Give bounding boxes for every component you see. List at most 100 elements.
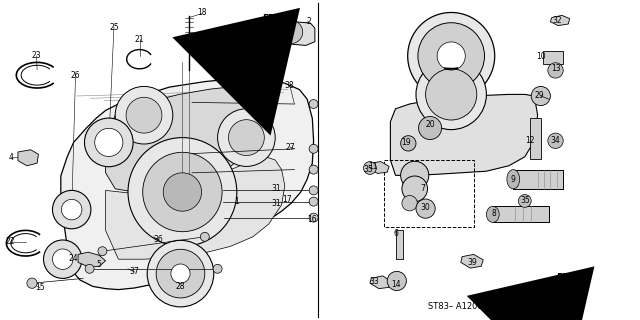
Text: 19: 19	[401, 138, 412, 147]
Text: 21: 21	[135, 35, 144, 44]
Circle shape	[387, 271, 406, 291]
Circle shape	[309, 197, 318, 206]
Text: 15: 15	[35, 284, 45, 292]
Text: 31: 31	[271, 184, 282, 193]
Circle shape	[85, 264, 94, 273]
Circle shape	[402, 176, 428, 202]
Text: 9: 9	[511, 175, 516, 184]
Polygon shape	[390, 94, 538, 175]
Text: 35: 35	[520, 196, 530, 205]
Circle shape	[426, 69, 477, 120]
Circle shape	[115, 86, 173, 144]
Circle shape	[98, 247, 107, 256]
Text: 20: 20	[425, 120, 435, 129]
Circle shape	[401, 161, 429, 189]
Circle shape	[213, 264, 222, 273]
Circle shape	[419, 116, 442, 140]
Text: 32: 32	[552, 16, 562, 25]
Polygon shape	[368, 162, 389, 173]
Circle shape	[27, 278, 37, 288]
Polygon shape	[61, 78, 314, 290]
Circle shape	[156, 249, 205, 298]
Circle shape	[95, 128, 123, 156]
Bar	[384, 160, 474, 227]
Text: 6: 6	[393, 229, 398, 238]
Circle shape	[228, 120, 264, 156]
Text: 26: 26	[70, 71, 81, 80]
Text: 30: 30	[420, 204, 431, 212]
Circle shape	[171, 264, 190, 283]
Circle shape	[364, 162, 376, 174]
Text: 13: 13	[550, 64, 561, 73]
Text: 5: 5	[97, 260, 102, 269]
Text: 10: 10	[536, 52, 546, 61]
Text: 25: 25	[109, 23, 119, 32]
Circle shape	[437, 42, 465, 70]
Circle shape	[401, 136, 416, 151]
Text: 27: 27	[285, 143, 295, 152]
Circle shape	[548, 63, 563, 78]
Circle shape	[418, 23, 484, 89]
Circle shape	[126, 97, 162, 133]
Bar	[543, 51, 563, 64]
Text: 39: 39	[467, 258, 477, 267]
Text: 38: 38	[284, 81, 294, 90]
Text: 11: 11	[369, 162, 378, 171]
Circle shape	[416, 59, 486, 130]
Text: 16: 16	[307, 215, 317, 224]
Polygon shape	[106, 86, 275, 192]
Circle shape	[200, 232, 209, 241]
Circle shape	[84, 118, 133, 167]
Circle shape	[128, 138, 237, 246]
Text: 28: 28	[176, 282, 185, 291]
Circle shape	[163, 173, 202, 211]
Ellipse shape	[486, 206, 499, 222]
Text: 8: 8	[492, 209, 497, 218]
Circle shape	[402, 196, 417, 211]
Bar	[396, 230, 403, 259]
Text: 36: 36	[154, 236, 164, 244]
Circle shape	[147, 240, 214, 307]
Bar	[513, 170, 563, 189]
Circle shape	[518, 195, 531, 207]
Text: 22: 22	[6, 237, 15, 246]
Text: FR.: FR.	[557, 273, 573, 282]
Text: ST83– A1200 B: ST83– A1200 B	[428, 302, 491, 311]
Text: FR.: FR.	[262, 14, 278, 23]
Polygon shape	[370, 276, 390, 289]
Text: 17: 17	[282, 195, 292, 204]
Circle shape	[531, 86, 550, 106]
Circle shape	[548, 133, 563, 148]
Text: 31: 31	[271, 199, 282, 208]
Circle shape	[309, 100, 318, 108]
Polygon shape	[18, 150, 38, 166]
Text: 37: 37	[129, 268, 140, 276]
Polygon shape	[106, 157, 285, 259]
Text: 35: 35	[363, 165, 373, 174]
Circle shape	[143, 152, 222, 232]
Polygon shape	[550, 15, 570, 26]
Text: 4: 4	[9, 153, 14, 162]
Polygon shape	[78, 252, 106, 267]
Text: 24: 24	[68, 254, 79, 263]
Circle shape	[52, 190, 91, 229]
Circle shape	[408, 12, 495, 100]
Polygon shape	[224, 45, 243, 56]
Text: 1: 1	[234, 197, 239, 206]
Text: 29: 29	[534, 91, 544, 100]
Polygon shape	[266, 22, 315, 45]
Circle shape	[52, 249, 73, 269]
Text: 12: 12	[525, 136, 534, 145]
Text: 3: 3	[247, 43, 252, 52]
Text: 33: 33	[369, 277, 380, 286]
Bar	[530, 118, 541, 159]
Text: 23: 23	[31, 52, 42, 60]
Text: 14: 14	[390, 280, 401, 289]
Text: 2: 2	[306, 17, 311, 26]
Text: 7: 7	[420, 184, 425, 193]
Circle shape	[309, 186, 318, 195]
Bar	[493, 206, 549, 222]
Text: 18: 18	[197, 8, 206, 17]
Circle shape	[309, 213, 318, 222]
Polygon shape	[461, 254, 483, 268]
